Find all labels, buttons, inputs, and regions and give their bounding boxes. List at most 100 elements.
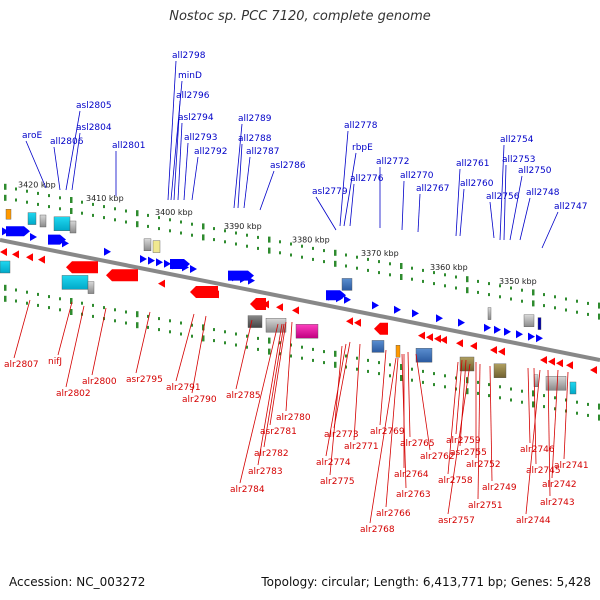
tick-mark-top-outer [532, 289, 535, 296]
tick-mark-top [268, 247, 271, 254]
gene-label-top: minD [178, 71, 202, 81]
tick-mark-top-outer [356, 255, 358, 259]
tick-mark-bottom [576, 400, 578, 404]
tick-mark-bottom-outer [114, 319, 116, 323]
tick-mark-bottom [532, 390, 535, 397]
label-leader-line [527, 367, 531, 444]
tick-mark-bottom [356, 356, 358, 360]
tick-mark-bottom [554, 396, 556, 400]
tick-mark-top-outer [411, 266, 413, 270]
tick-mark-bottom [378, 361, 380, 365]
tick-mark-top [48, 205, 50, 209]
label-leader-line [177, 122, 183, 201]
tick-mark-top-outer [378, 260, 380, 264]
gene-label-top: all2750 [518, 166, 552, 176]
tick-mark-bottom-outer [37, 303, 39, 307]
tick-mark-bottom-outer [323, 361, 325, 365]
forward-gene [372, 301, 379, 310]
label-leader-line [455, 168, 461, 237]
tick-mark-bottom [246, 334, 248, 338]
feature-box [415, 348, 433, 363]
label-leader-line [339, 130, 349, 227]
label-leader-line [563, 371, 569, 460]
reverse-gene [276, 303, 283, 312]
label-leader-line [243, 156, 251, 209]
tick-mark-top-outer [510, 286, 512, 290]
label-leader-line [135, 311, 151, 374]
reverse-gene [556, 359, 563, 368]
gene-label-bottom: alr2745 [526, 466, 561, 476]
tick-mark-bottom-outer [466, 388, 469, 395]
label-leader-line [259, 170, 275, 211]
tick-mark-bottom [235, 332, 237, 336]
reverse-gene-block [374, 322, 388, 335]
tick-mark-top-outer [279, 240, 281, 244]
label-leader-line [349, 183, 355, 227]
tick-mark-bottom-outer [345, 365, 347, 369]
tick-mark-bottom [411, 367, 413, 371]
feature-box [487, 307, 492, 320]
reverse-gene [26, 253, 33, 262]
feature-box [69, 220, 77, 234]
tick-mark-top-outer [125, 209, 127, 213]
tick-mark-top [114, 218, 116, 222]
tick-mark-top-outer [543, 293, 545, 297]
label-leader-line [235, 319, 253, 390]
forward-gene [344, 295, 351, 304]
tick-mark-top [59, 207, 61, 211]
gene-label-bottom: alr2749 [482, 483, 517, 493]
label-leader-line [325, 343, 347, 457]
tick-mark-bottom-outer [543, 405, 545, 409]
tick-mark-top [235, 242, 237, 246]
tick-mark-top-outer [246, 233, 248, 237]
label-leader-line [65, 305, 85, 388]
feature-box [493, 363, 507, 378]
tick-mark-bottom [323, 350, 325, 354]
label-leader-line [65, 110, 81, 191]
reverse-gene [346, 317, 353, 326]
gene-label-bottom: alr2782 [254, 449, 289, 459]
feature-box [5, 208, 12, 220]
tick-mark-bottom [389, 363, 391, 367]
gene-label-top: all2788 [238, 134, 272, 144]
tick-mark-bottom-outer [213, 339, 215, 343]
tick-mark-top [521, 299, 523, 303]
tick-mark-top [257, 246, 259, 250]
forward-gene [164, 259, 171, 268]
gene-label-bottom: alr2775 [320, 477, 355, 487]
tick-mark-bottom-outer [477, 391, 479, 395]
tick-mark-top-outer [312, 246, 314, 250]
tick-mark-top-outer [235, 231, 237, 235]
label-leader-line [407, 351, 411, 438]
tick-mark-top [367, 268, 369, 272]
tick-mark-bottom-outer [257, 347, 259, 351]
tick-mark-top-outer [70, 197, 73, 203]
tick-mark-bottom-outer [290, 354, 292, 358]
tick-mark-top [92, 213, 94, 217]
gene-label-top: asl2779 [312, 187, 348, 197]
accession-text: Accession: NC_003272 [9, 575, 146, 589]
tick-mark-top [598, 313, 600, 320]
tick-mark-bottom [169, 319, 171, 323]
forward-gene [30, 233, 37, 241]
label-leader-line [551, 369, 559, 479]
gene-label-top: all2792 [194, 147, 227, 157]
forward-gene-block [170, 259, 190, 269]
label-leader-line [239, 323, 279, 484]
reverse-gene [434, 334, 441, 343]
label-leader-line [315, 196, 337, 231]
tick-mark-bottom-outer [125, 321, 127, 325]
label-leader-line [233, 123, 243, 209]
forward-gene [156, 258, 163, 267]
feature-box [53, 216, 71, 232]
label-leader-line [333, 341, 351, 429]
reverse-gene [158, 279, 165, 288]
tick-mark-bottom [543, 394, 545, 398]
tick-mark-top [378, 271, 380, 275]
reverse-gene-block [66, 261, 98, 274]
tick-mark-bottom [257, 336, 259, 340]
tick-mark-bottom-outer [312, 358, 314, 362]
reverse-gene [292, 306, 299, 315]
forward-gene [458, 318, 465, 327]
tick-mark-top-outer [257, 235, 259, 239]
